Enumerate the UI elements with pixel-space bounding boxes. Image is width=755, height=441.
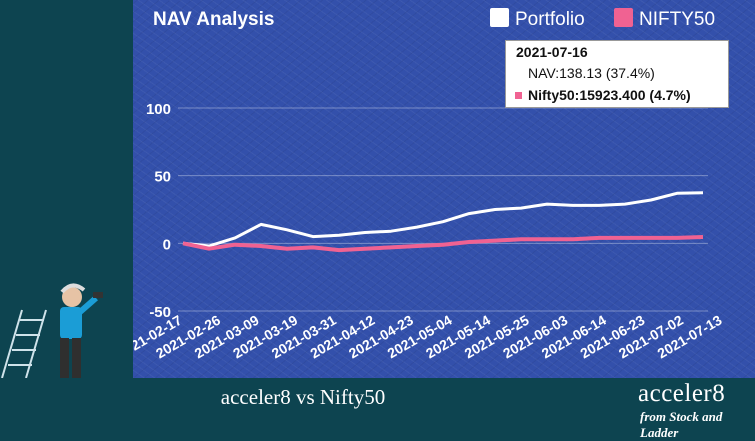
- series-line-nifty50: [182, 235, 704, 253]
- legend-swatch-portfolio: [490, 8, 509, 27]
- legend: Portfolio NIFTY50: [490, 8, 715, 30]
- ladder-person-illustration: [1, 283, 103, 379]
- footer-title: acceler8 vs Nifty50: [220, 385, 386, 409]
- tooltip-nifty: Nifty50:15923.400 (4.7%): [528, 87, 691, 103]
- series-line-portfolio: [182, 191, 704, 248]
- brand-logo: acceler8 from Stock and Ladder: [632, 378, 755, 440]
- decorative-sidebar: [0, 0, 133, 379]
- y-tick-label: 50: [154, 169, 171, 186]
- legend-label-portfolio: Portfolio: [515, 9, 585, 30]
- tooltip-nifty-swatch: [515, 92, 522, 99]
- brand-subtitle: from Stock and Ladder: [640, 409, 723, 440]
- legend-swatch-nifty: [614, 8, 633, 27]
- legend-label-nifty: NIFTY50: [639, 9, 715, 30]
- brand-name: acceler8: [638, 380, 726, 407]
- tooltip: 2021-07-16 NAV:138.13 (37.4%) Nifty50:15…: [505, 40, 729, 108]
- y-tick-label: -50: [149, 304, 171, 321]
- y-tick-label: 0: [163, 236, 171, 253]
- chart-title: NAV Analysis: [153, 9, 274, 30]
- y-tick-label: 100: [146, 101, 171, 118]
- tooltip-nav: NAV:138.13 (37.4%): [528, 65, 655, 81]
- tooltip-date: 2021-07-16: [516, 44, 588, 60]
